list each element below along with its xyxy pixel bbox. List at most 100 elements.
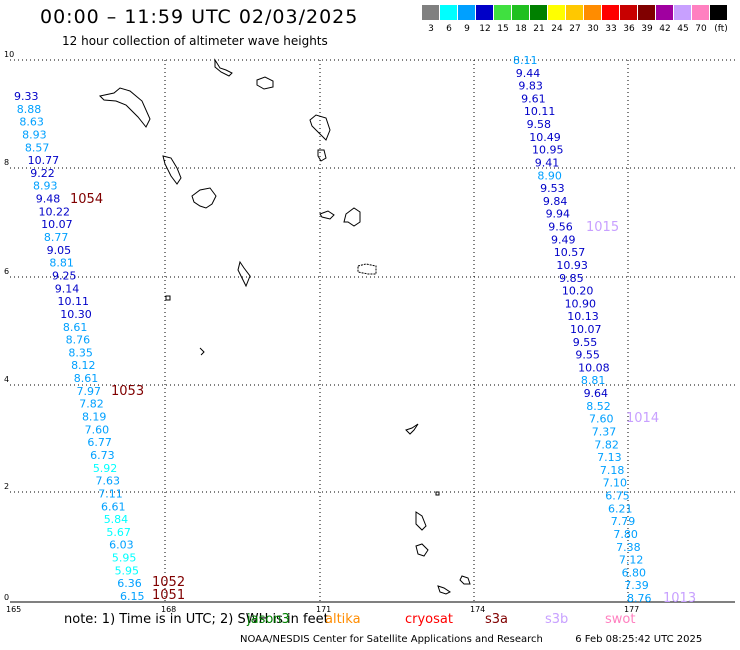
wave-height-value: 5.84 [104,513,129,526]
wave-height-value: 8.35 [68,346,93,359]
wave-height-value: 10.13 [567,310,599,323]
wave-height-value: 10.08 [578,361,610,374]
wave-height-value: 7.39 [624,579,649,592]
wave-height-value: 10.20 [562,285,594,298]
lon-tick-label: 177 [624,605,639,614]
wave-height-value: 9.64 [584,387,609,400]
wave-height-value: 10.22 [38,205,70,218]
legend-swatch [692,5,709,20]
legend-swatch [602,5,619,20]
wave-height-value: 9.05 [47,244,72,257]
east-track-values: 8.119.449.839.6110.119.5810.4910.959.418… [513,54,652,605]
legend-swatch [674,5,691,20]
wave-height-value: 7.37 [592,425,617,438]
wave-height-value: 10.77 [28,154,60,167]
wave-height-value: 8.81 [581,374,606,387]
wave-height-value: 7.82 [79,398,104,411]
wave-height-value: 8.93 [33,180,58,193]
legend-swatch [584,5,601,20]
satellite-label: altika [325,612,361,627]
wave-height-value: 9.25 [52,269,77,282]
lon-tick-label: 171 [316,605,331,614]
wave-height-value: 9.84 [543,195,568,208]
cycle-number-label: 1053 [111,384,144,399]
wave-height-value: 8.90 [537,169,562,182]
wave-height-value: 9.94 [546,208,571,221]
wave-height-value: 7.97 [77,385,102,398]
satellite-label: s3a [485,612,509,627]
wave-height-value: 6.73 [90,449,115,462]
wave-height-value: 10.11 [57,295,89,308]
wave-height-value: 8.77 [44,231,68,244]
footer: NOAA/NESDIS Center for Satellite Applica… [240,634,702,645]
wave-height-value: 8.88 [17,103,42,116]
wave-height-value: 8.81 [49,257,73,270]
wave-height-value: 7.79 [611,515,636,528]
wave-height-value: 6.61 [101,500,126,513]
wave-height-value: 10.49 [529,131,561,144]
cycle-number-label: 1013 [663,591,696,606]
legend-label: 18 [515,24,527,34]
satellite-label: swot [605,612,636,627]
legend-swatch [566,5,583,20]
legend-swatch [440,5,457,20]
wave-height-value: 9.53 [540,182,565,195]
wave-height-value: 9.61 [521,92,546,105]
footer-timestamp: 6 Feb 08:25:42 UTC 2025 [575,634,703,645]
wave-height-value: 8.61 [74,372,99,385]
wave-height-value: 9.41 [535,156,560,169]
wave-height-value: 10.95 [532,144,564,157]
wave-height-value: 10.30 [60,308,91,321]
wave-height-value: 8.76 [627,592,652,605]
legend-label: 39 [641,24,653,34]
wave-height-value: 8.61 [63,321,88,334]
legend-label: 30 [587,24,599,34]
cycle-number-label: 1051 [152,588,185,603]
lat-tick-label: 8 [4,158,9,167]
cycle-number-label: 1014 [626,411,659,426]
wave-height-value: 7.63 [96,475,121,488]
legend-swatch [512,5,529,20]
cycle-number-label: 1015 [586,220,619,235]
lat-tick-label: 4 [4,375,9,384]
lat-tick-label: 2 [4,482,9,491]
wave-height-value: 6.77 [87,436,112,449]
wave-height-value: 10.11 [524,105,556,118]
footer-credit: NOAA/NESDIS Center for Satellite Applica… [240,634,543,645]
map-title: 00:00 – 11:59 UTC 02/03/2025 [40,6,359,28]
wave-height-value: 8.19 [82,411,107,424]
wave-height-value: 9.55 [573,336,598,349]
wave-height-value: 10.90 [565,297,597,310]
legend-swatch [476,5,493,20]
wave-height-value: 10.93 [556,259,588,272]
wave-height-value: 9.83 [518,80,543,93]
wave-height-value: 7.11 [98,487,123,500]
wave-height-value: 7.10 [603,477,628,490]
lat-tick-label: 10 [4,50,14,59]
legend-swatch [422,5,439,20]
wave-height-value: 8.93 [22,128,47,141]
legend-label: 45 [677,24,689,34]
legend-label: 12 [479,24,491,34]
legend-label: 33 [605,24,617,34]
wave-height-value: 6.80 [622,566,647,579]
satellite-label: jason3 [247,612,290,627]
wave-height-value: 7.60 [589,413,614,426]
legend-swatch [638,5,655,20]
legend-swatch [710,5,727,20]
wave-height-value: 5.67 [106,526,130,539]
wave-height-value: 8.63 [19,116,44,129]
legend-label: 6 [446,24,452,34]
legend-swatch [458,5,475,20]
wave-height-value: 10.57 [554,246,586,259]
wave-height-value: 7.38 [616,541,641,554]
wave-height-value: 7.60 [85,423,110,436]
wave-height-value: 5.92 [93,462,118,475]
legend-label: 3 [428,24,434,34]
legend-label: 27 [569,24,581,34]
legend-swatch [530,5,547,20]
cycle-number-label: 1054 [70,192,103,207]
satellite-label: cryosat [405,612,453,627]
wave-height-value: 8.52 [586,400,611,413]
